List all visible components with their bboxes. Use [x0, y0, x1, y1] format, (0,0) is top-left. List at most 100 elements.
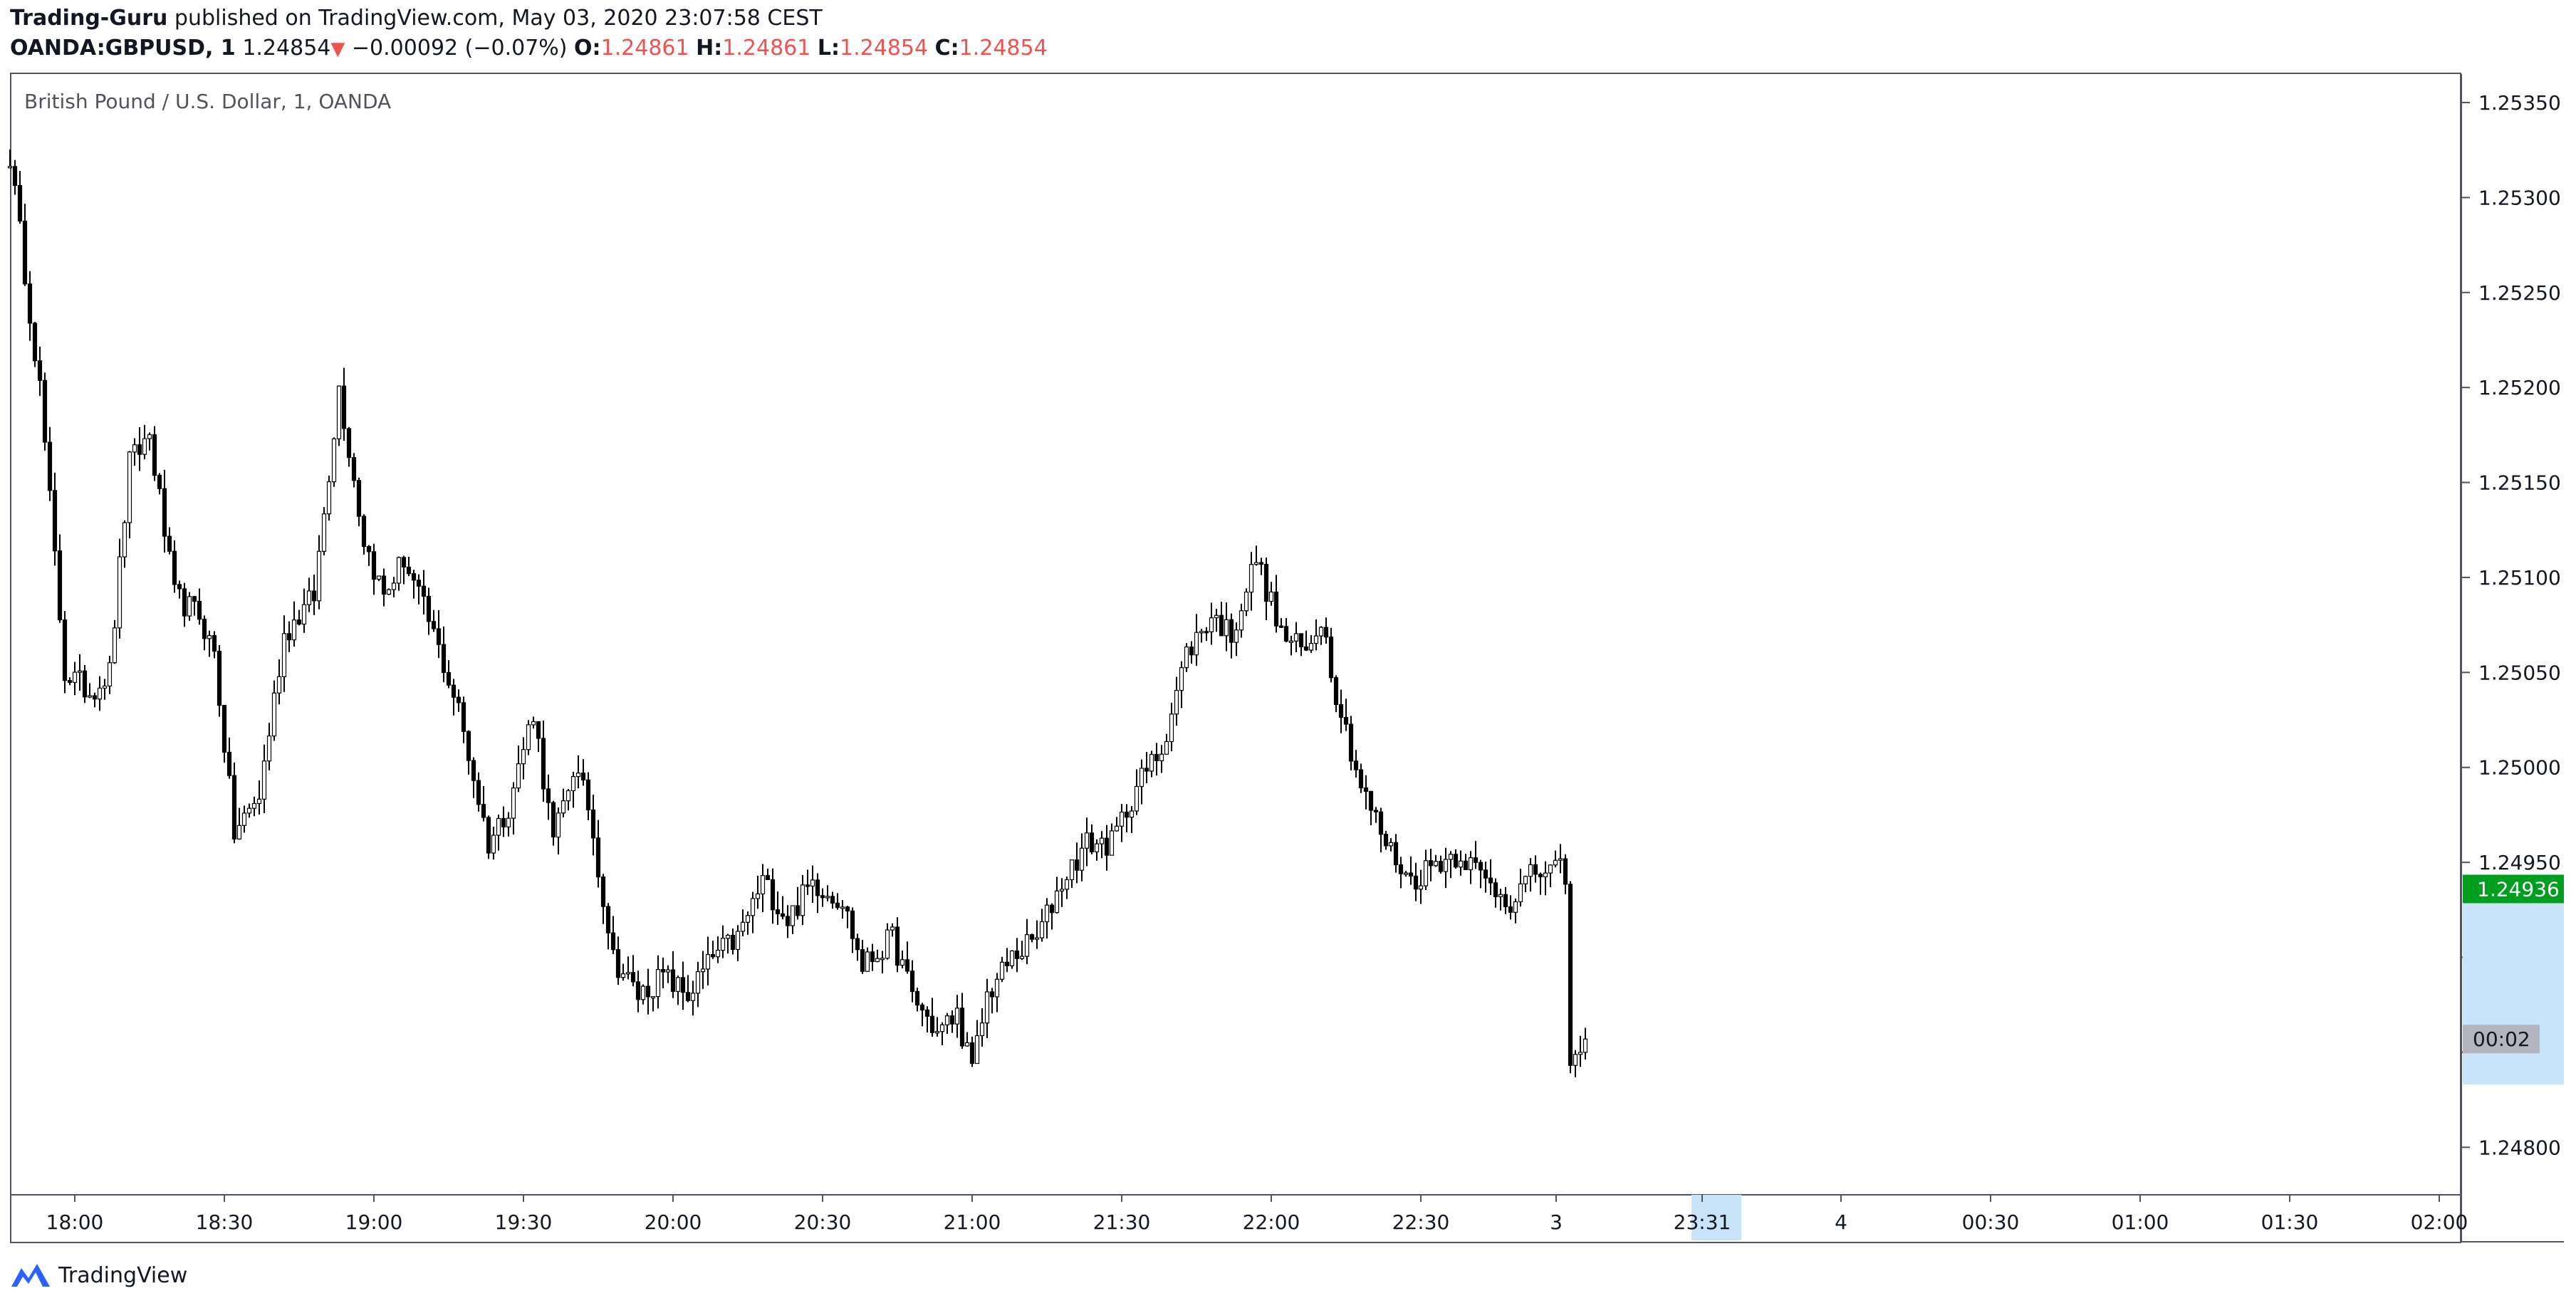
candle-down — [919, 1004, 925, 1011]
candle-down — [795, 905, 801, 916]
candle-down — [785, 916, 791, 926]
candle-down — [1493, 882, 1498, 897]
candle-up — [1582, 1038, 1588, 1053]
candle-down — [162, 488, 167, 537]
candle-up — [132, 444, 137, 453]
candle-up — [491, 834, 496, 854]
close-label: C: — [934, 36, 959, 61]
candle-down — [710, 954, 716, 958]
candle-up — [321, 513, 327, 552]
candle-down — [1508, 906, 1513, 913]
candle-down — [361, 516, 367, 548]
candle-up — [301, 604, 307, 625]
time-tick-label: 00:30 — [1962, 1210, 2020, 1234]
candle-up — [800, 884, 805, 916]
candle-up — [251, 802, 257, 809]
candle-down — [1368, 790, 1374, 811]
candle-up — [236, 825, 242, 839]
candle-up — [526, 724, 531, 750]
candle-up — [974, 1035, 980, 1064]
candle-down — [341, 385, 347, 429]
candle-up — [1518, 883, 1523, 903]
candle-up — [266, 735, 272, 762]
candle-down — [546, 788, 551, 803]
candle-up — [1179, 667, 1184, 691]
candle-down — [835, 902, 840, 909]
candle-up — [695, 971, 701, 994]
candle-down — [1438, 861, 1444, 872]
candle-down — [1488, 877, 1493, 884]
candle-down — [815, 879, 820, 896]
candle-up — [72, 671, 78, 683]
candle-up — [1039, 921, 1045, 938]
candle-up — [675, 977, 681, 992]
candle-down — [1398, 864, 1404, 874]
price-tick-label: 1.25100 — [2478, 566, 2561, 590]
candle-down — [1273, 591, 1279, 627]
down-triangle-icon: ▼ — [330, 38, 345, 60]
footer-branding[interactable]: TradingView — [10, 1257, 187, 1293]
candle-down — [426, 595, 432, 622]
candle-up — [1129, 810, 1135, 818]
candle-up — [556, 812, 561, 838]
high-label: H: — [696, 36, 723, 61]
candle-up — [336, 385, 342, 439]
price-change: −0.00092 (−0.07%) — [351, 36, 568, 61]
candle-up — [1318, 627, 1324, 637]
candle-up — [755, 893, 761, 899]
candle-up — [560, 800, 566, 814]
time-tick-label: 23:31 — [1674, 1210, 1731, 1234]
candle-up — [705, 954, 711, 970]
candle-down — [221, 705, 227, 753]
candle-up — [934, 1031, 940, 1034]
candle-up — [994, 978, 1000, 998]
candle-down — [895, 926, 900, 966]
candle-down — [1323, 627, 1329, 638]
candle-down — [630, 972, 636, 983]
time-tick-label: 4 — [1835, 1210, 1847, 1234]
candle-down — [421, 585, 427, 597]
candle-up — [640, 985, 646, 1000]
candle-up — [326, 481, 332, 515]
price-tick-label: 1.25150 — [2478, 471, 2561, 495]
candle-up — [875, 958, 880, 963]
candle-down — [1428, 860, 1434, 867]
price-tick-label: 1.25000 — [2478, 756, 2561, 780]
candle-down — [1383, 834, 1389, 847]
candle-down — [177, 584, 182, 590]
open-value: 1.24861 — [600, 36, 689, 61]
candle-up — [1044, 904, 1050, 923]
candle-down — [351, 457, 357, 481]
time-tick-label: 19:00 — [345, 1210, 403, 1234]
price-tick-label: 1.25050 — [2478, 661, 2561, 684]
candle-down — [1393, 842, 1399, 866]
candle-down — [551, 802, 556, 838]
candle-down — [541, 738, 546, 790]
candle-down — [805, 884, 810, 887]
candle-down — [1463, 860, 1469, 871]
candle-up — [207, 635, 212, 639]
candle-up — [376, 575, 382, 580]
candle-up — [865, 951, 870, 972]
time-tick-label: 21:00 — [944, 1210, 1001, 1234]
candle-down — [1538, 874, 1543, 878]
candle-up — [655, 969, 661, 998]
tradingview-brand: TradingView — [58, 1262, 188, 1288]
time-highlight — [1691, 1195, 1741, 1240]
candle-up — [87, 695, 93, 698]
candle-up — [246, 807, 252, 814]
candle-down — [62, 619, 68, 681]
candle-up — [516, 763, 521, 789]
candle-down — [1563, 858, 1568, 885]
candle-up — [127, 451, 132, 523]
candle-up — [1079, 847, 1085, 871]
price-tick-label: 1.25350 — [2478, 91, 2561, 115]
candle-down — [1219, 614, 1224, 637]
candle-up — [1009, 950, 1015, 966]
candle-up — [306, 590, 312, 605]
candle-down — [605, 906, 611, 933]
author-name[interactable]: Trading-Guru — [10, 6, 168, 31]
candle-down — [1283, 626, 1289, 642]
tradingview-logo-icon — [11, 1264, 50, 1287]
